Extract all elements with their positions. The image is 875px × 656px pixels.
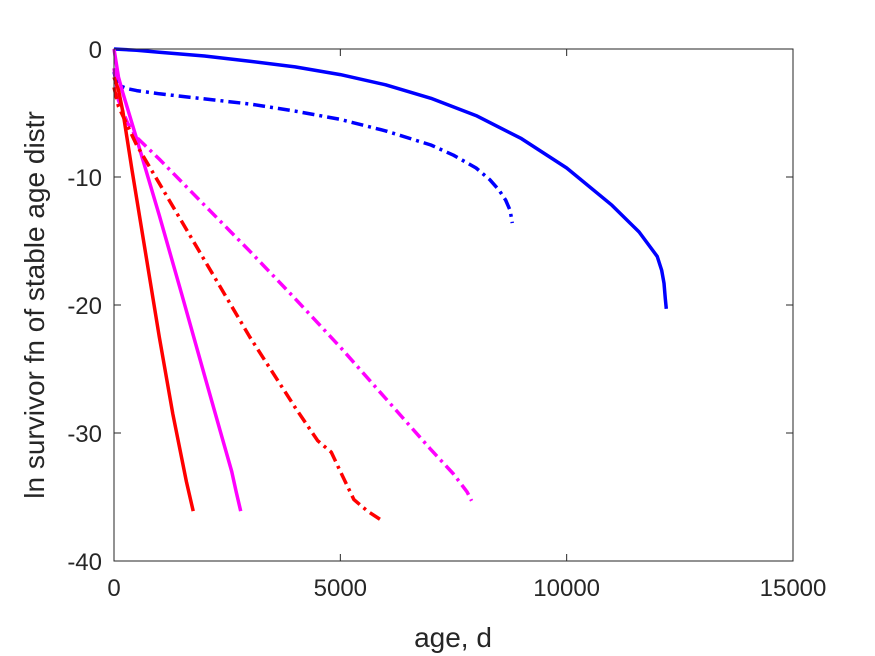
series-layer <box>112 47 669 522</box>
y-tick-label: -30 <box>67 421 102 448</box>
x-axis-label: age, d <box>414 622 492 653</box>
tick-layer: 0 5000 10000 15000 0 -10 -20 -30 -40 <box>67 37 826 602</box>
y-tick-label: 0 <box>89 37 102 64</box>
x-tick-label: 5000 <box>314 575 367 602</box>
series-line-5 <box>112 87 383 522</box>
y-tick-label: -40 <box>67 549 102 576</box>
series-line-3 <box>112 67 474 502</box>
series-line-6 <box>112 76 195 512</box>
series-line-1 <box>113 47 669 309</box>
series-line-4 <box>112 48 243 512</box>
y-tick-label: -10 <box>67 165 102 192</box>
x-tick-label: 10000 <box>533 575 600 602</box>
x-tick-label: 15000 <box>760 575 827 602</box>
plot-area <box>114 49 793 561</box>
y-axis-label: ln survivor fn of stable age distr <box>19 111 50 499</box>
y-tick-label: -20 <box>67 293 102 320</box>
x-tick-label: 0 <box>107 575 120 602</box>
